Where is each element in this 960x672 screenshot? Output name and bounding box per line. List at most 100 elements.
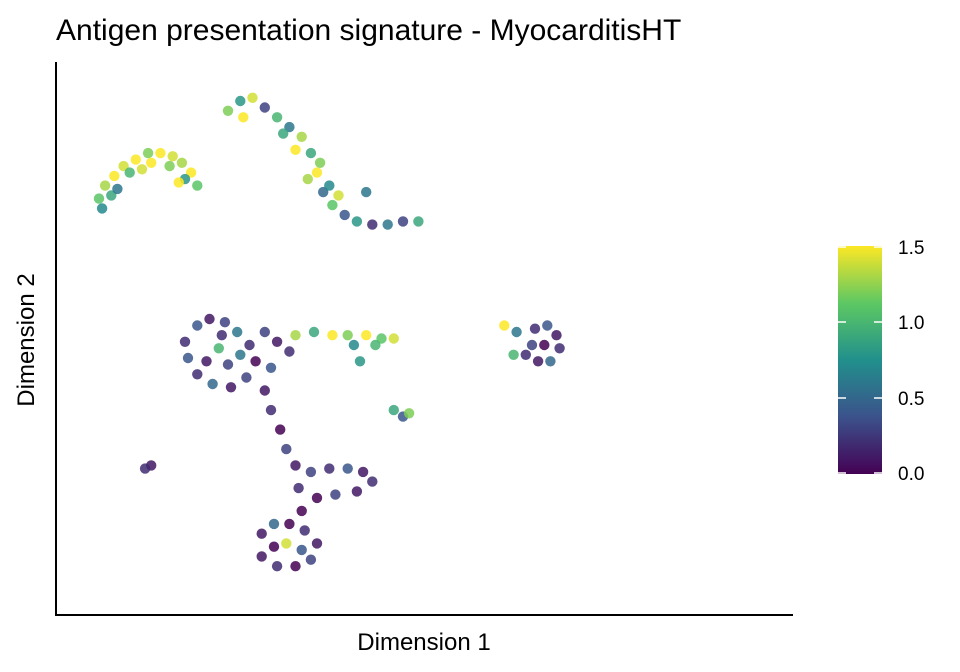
data-point [99, 180, 111, 191]
chart-title: Antigen presentation signature - Myocard… [56, 14, 681, 47]
data-point [284, 518, 295, 530]
data-point [324, 463, 335, 474]
data-point [382, 219, 393, 230]
data-point [511, 326, 522, 338]
data-point [526, 339, 538, 351]
data-point [554, 343, 565, 354]
colorbar-gradient [838, 246, 882, 474]
data-point [508, 349, 519, 360]
data-point [106, 190, 117, 201]
data-point [351, 486, 363, 497]
data-point [179, 336, 191, 347]
data-point [238, 112, 249, 123]
data-point [342, 463, 353, 474]
data-point [367, 476, 378, 487]
data-point [281, 538, 292, 549]
data-point [182, 352, 194, 364]
data-point [539, 339, 550, 351]
data-point [499, 320, 510, 331]
data-point [305, 466, 317, 478]
data-point [136, 164, 148, 175]
data-point [333, 190, 344, 201]
data-point [339, 209, 350, 221]
data-point [305, 554, 317, 565]
data-point [118, 160, 129, 172]
data-point [173, 177, 184, 188]
data-point [222, 105, 234, 117]
data-point [520, 349, 531, 360]
colorbar-tick-label: 1.0 [898, 313, 924, 334]
data-point [155, 147, 166, 159]
data-point [311, 492, 323, 504]
data-point [146, 157, 157, 168]
data-point [305, 147, 317, 159]
data-point [351, 216, 363, 227]
data-point [357, 466, 369, 478]
data-point [192, 320, 203, 331]
data-point [271, 561, 283, 572]
data-point [397, 216, 409, 227]
data-point [265, 362, 277, 373]
data-point [109, 170, 120, 182]
data-point [296, 131, 307, 142]
data-point [314, 157, 326, 168]
data-point [284, 121, 295, 133]
data-point [259, 102, 270, 113]
data-point [354, 356, 366, 367]
data-point [545, 356, 556, 367]
data-point [219, 317, 231, 328]
data-point [204, 313, 215, 325]
data-point [311, 538, 323, 549]
data-point [311, 167, 323, 178]
data-point [256, 528, 267, 539]
data-point [296, 544, 307, 556]
data-point [271, 336, 283, 347]
data-point [185, 167, 197, 178]
data-point [164, 160, 175, 172]
y-axis-label: Dimension 2 [13, 273, 40, 406]
data-point [124, 167, 135, 178]
data-point [290, 330, 301, 341]
data-point [96, 203, 108, 214]
data-point [112, 183, 123, 195]
data-point [370, 339, 381, 351]
data-point [216, 330, 227, 341]
data-point [403, 408, 415, 419]
data-point [376, 333, 387, 344]
data-point [290, 144, 301, 155]
data-point [308, 326, 320, 338]
data-point [192, 369, 203, 380]
data-point [290, 460, 301, 471]
data-point [265, 404, 277, 416]
data-point [256, 551, 267, 562]
data-point [235, 349, 246, 360]
data-point [413, 216, 424, 227]
data-point [213, 343, 224, 354]
data-point [367, 219, 378, 230]
data-point [361, 186, 372, 198]
data-point [259, 385, 270, 396]
data-point [130, 154, 141, 165]
data-point [388, 333, 399, 344]
data-point [281, 443, 292, 455]
data-point [293, 482, 304, 494]
data-point [278, 128, 289, 139]
data-point [342, 330, 353, 341]
data-point [327, 199, 338, 211]
data-point [551, 330, 562, 341]
colorbar-tick-label: 1.5 [898, 238, 924, 259]
data-point [299, 525, 310, 536]
data-point [290, 561, 301, 572]
data-point [241, 372, 252, 383]
data-point [324, 180, 335, 191]
data-point [542, 320, 553, 331]
data-point [222, 359, 234, 370]
data-point [327, 330, 338, 341]
data-point [250, 356, 261, 367]
data-point [275, 424, 286, 435]
data-point [268, 518, 280, 530]
data-point [139, 463, 151, 474]
data-point [232, 326, 243, 338]
data-point [268, 541, 280, 552]
data-point [235, 95, 246, 107]
